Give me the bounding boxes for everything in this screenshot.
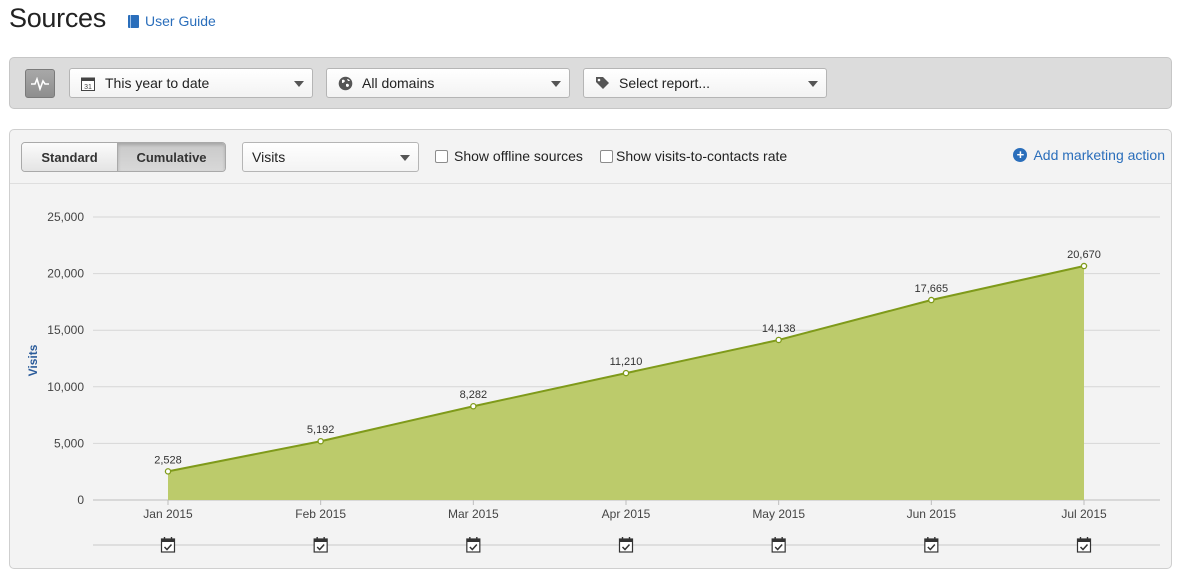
x-tick-label: Jan 2015 [143,507,193,521]
data-label: 11,210 [610,356,643,368]
y-axis-label: Visits [26,344,40,376]
x-tick-label: Jun 2015 [907,507,957,521]
marketing-action-calendar-icon[interactable] [313,537,328,553]
data-point [775,336,782,344]
globe-icon [337,75,353,91]
show-offline-sources-checkbox[interactable]: Show offline sources [435,148,583,164]
marketing-action-calendar-icon[interactable] [618,537,634,553]
date-range-value: This year to date [105,75,210,91]
pulse-icon [31,76,49,91]
metric-dropdown[interactable]: Visits [242,142,419,172]
marketing-action-calendar-icon[interactable] [466,537,481,553]
x-tick-label: Jul 2015 [1061,507,1107,521]
book-icon [128,14,139,28]
data-point [317,437,324,445]
data-label: 5,192 [307,424,335,436]
marketing-action-calendar-icon[interactable] [1076,537,1092,553]
chevron-down-icon [294,81,304,87]
data-label: 20,670 [1067,249,1101,261]
chevron-down-icon [808,81,818,87]
show-rate-checkbox[interactable]: Show visits-to-contacts rate [600,148,787,164]
show-rate-label: Show visits-to-contacts rate [616,148,788,164]
y-tick-label: 10,000 [47,380,84,394]
metric-value: Visits [252,149,286,165]
show-offline-label: Show offline sources [454,148,583,164]
page-title: Sources [9,3,106,33]
chevron-down-icon [400,155,410,161]
data-label: 17,665 [915,283,949,295]
date-range-dropdown[interactable]: 31 This year to date [69,68,313,98]
domains-value: All domains [362,75,435,91]
y-tick-label: 15,000 [47,323,84,337]
data-label: 8,282 [460,389,488,401]
y-tick-label: 20,000 [47,267,84,281]
calendar-icon: 31 [80,75,96,91]
svg-text:31: 31 [84,84,92,91]
plus-circle-icon: + [1013,148,1028,162]
add-marketing-action-label: Add marketing action [1033,147,1165,163]
x-tick-label: Feb 2015 [295,507,346,521]
series-area [168,266,1084,500]
y-tick-label: 0 [77,493,84,507]
data-point [928,296,935,304]
activity-toggle-button[interactable] [25,69,55,98]
chevron-down-icon [551,81,561,87]
standard-view-button[interactable]: Standard [22,143,118,171]
report-value: Select report... [619,75,711,91]
chart-toolbar: Standard Cumulative Visits Show offline … [10,130,1171,184]
report-dropdown[interactable]: Select report... [583,68,827,98]
cumulative-view-button[interactable]: Cumulative [118,143,225,171]
y-tick-label: 5,000 [54,436,84,450]
marketing-action-calendar-icon[interactable] [771,537,786,553]
user-guide-link[interactable]: User Guide [128,13,216,29]
marketing-action-calendar-icon[interactable] [924,537,939,553]
domains-dropdown[interactable]: All domains [326,68,570,98]
user-guide-label: User Guide [145,13,216,29]
filter-bar: 31 This year to date All domains Select … [9,57,1172,109]
x-tick-label: Mar 2015 [448,507,499,521]
view-mode-toggle: Standard Cumulative [21,142,226,172]
data-label: 14,138 [762,323,796,335]
y-tick-label: 25,000 [47,210,84,224]
data-label: 2,528 [154,454,182,466]
checkbox-box[interactable] [435,149,448,163]
x-tick-label: Apr 2015 [602,507,651,521]
add-marketing-action-link[interactable]: + Add marketing action [1013,147,1165,163]
tag-icon [594,75,610,91]
data-point [470,402,477,410]
data-point [622,369,630,377]
checkbox-box[interactable] [600,149,613,163]
data-point [1080,262,1088,270]
data-point [164,468,172,475]
x-tick-label: May 2015 [752,507,805,521]
marketing-action-calendar-icon[interactable] [160,537,176,553]
